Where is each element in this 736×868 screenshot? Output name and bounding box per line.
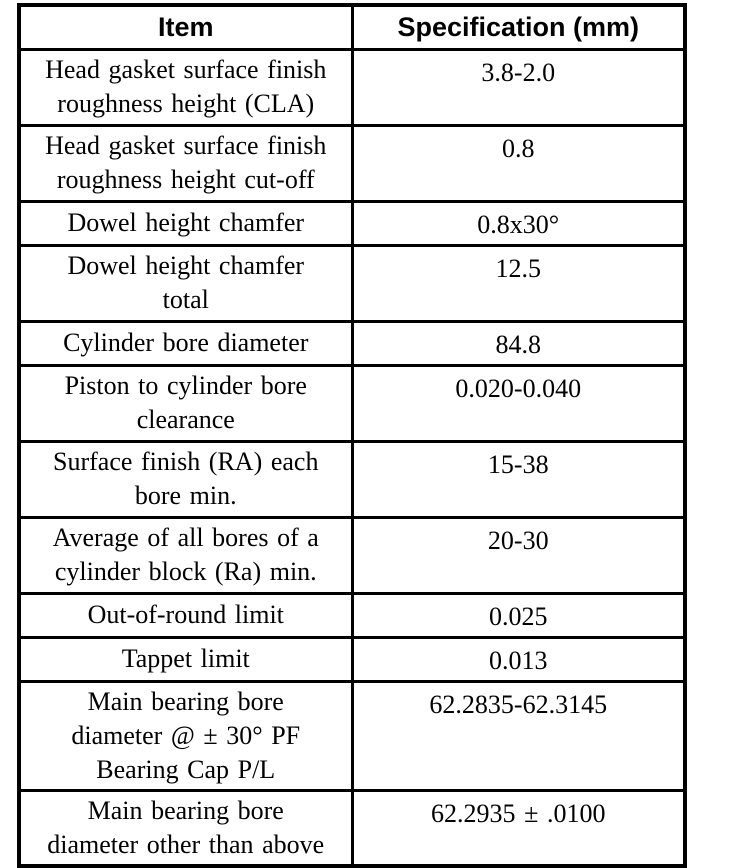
item-cell: Main bearing bore diameter other than ab… xyxy=(17,788,354,868)
table-row: Tappet limit 0.013 xyxy=(17,635,687,683)
spec-cell: 62.2935 ± .0100 xyxy=(350,788,687,868)
spec-cell: 20-30 xyxy=(350,515,687,595)
spec-cell: 12.5 xyxy=(350,243,687,323)
item-cell: Out-of-round limit xyxy=(17,591,354,639)
item-cell: Head gasket surface finish roughness hei… xyxy=(17,123,354,203)
table-row: Main bearing bore diameter @ ± 30° PF Be… xyxy=(17,679,687,792)
spec-cell: 3.8-2.0 xyxy=(350,47,687,127)
table-header-item: Item xyxy=(17,3,354,51)
spec-cell: 15-38 xyxy=(350,439,687,519)
item-cell: Cylinder bore diameter xyxy=(17,319,354,367)
item-cell: Tappet limit xyxy=(17,635,354,683)
table-row: Dowel height chamfer total 12.5 xyxy=(17,243,687,323)
spec-cell: 0.025 xyxy=(350,591,687,639)
item-cell: Surface finish (RA) each bore min. xyxy=(17,439,354,519)
table-row: Dowel height chamfer 0.8x30° xyxy=(17,199,687,247)
spec-cell: 0.8 xyxy=(350,123,687,203)
table-row: Cylinder bore diameter 84.8 xyxy=(17,319,687,367)
table-row: Out-of-round limit 0.025 xyxy=(17,591,687,639)
item-cell: Dowel height chamfer total xyxy=(17,243,354,323)
item-cell: Head gasket surface finish roughness hei… xyxy=(17,47,354,127)
spec-cell: 0.013 xyxy=(350,635,687,683)
item-cell: Average of all bores of a cylinder block… xyxy=(17,515,354,595)
item-cell: Dowel height chamfer xyxy=(17,199,354,247)
spec-table: Item Specification (mm) Head gasket surf… xyxy=(17,3,687,868)
table-header-spec: Specification (mm) xyxy=(350,3,687,51)
table-row: Main bearing bore diameter other than ab… xyxy=(17,788,687,868)
spec-cell: 0.8x30° xyxy=(350,199,687,247)
table-row: Piston to cylinder bore clearance 0.020-… xyxy=(17,363,687,443)
table-row: Surface finish (RA) each bore min. 15-38 xyxy=(17,439,687,519)
table-row: Average of all bores of a cylinder block… xyxy=(17,515,687,595)
spec-cell: 0.020-0.040 xyxy=(350,363,687,443)
item-cell: Piston to cylinder bore clearance xyxy=(17,363,354,443)
spec-cell: 84.8 xyxy=(350,319,687,367)
item-cell: Main bearing bore diameter @ ± 30° PF Be… xyxy=(17,679,354,792)
table-header-row: Item Specification (mm) xyxy=(17,3,687,51)
table-row: Head gasket surface finish roughness hei… xyxy=(17,123,687,203)
spec-cell: 62.2835-62.3145 xyxy=(350,679,687,792)
table-row: Head gasket surface finish roughness hei… xyxy=(17,47,687,127)
